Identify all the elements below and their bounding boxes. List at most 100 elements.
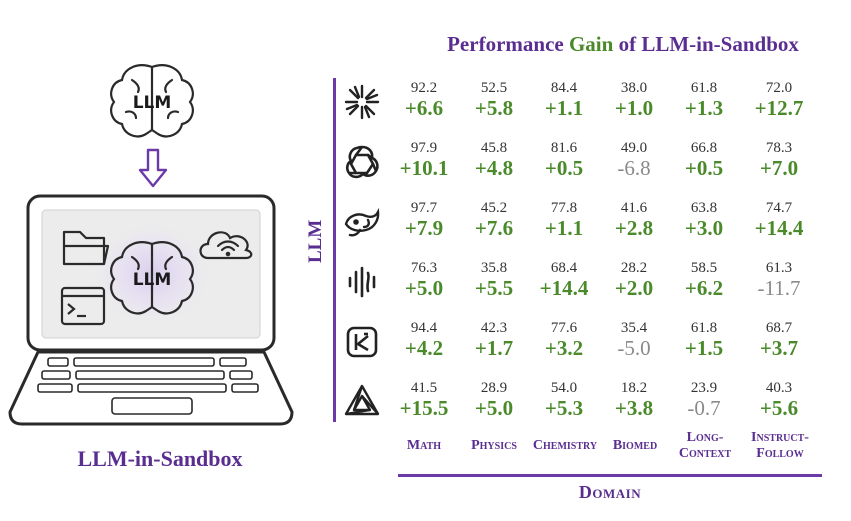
gain-value: +5.0: [404, 276, 444, 300]
base-score: 84.4: [550, 80, 578, 96]
gain-value: +0.5: [684, 156, 724, 180]
base-score: 66.8: [690, 140, 718, 156]
gain-value: +3.0: [684, 216, 724, 240]
table-cell: 61.8 +1.5: [670, 320, 738, 360]
base-score: 45.8: [480, 140, 508, 156]
domain-label: Biomed: [596, 438, 674, 454]
laptop-brain-label: LLM: [133, 270, 172, 290]
domain-label: Long- Context: [666, 430, 744, 462]
brain-label: LLM: [133, 93, 172, 113]
table-cell: 97.9 +10.1: [390, 140, 458, 180]
folder-icon: [62, 230, 110, 266]
gain-value: +1.7: [474, 336, 514, 360]
table-cell: 23.9 -0.7: [670, 380, 738, 420]
table-cell: 54.0 +5.3: [530, 380, 598, 420]
table-cell: 63.8 +3.0: [670, 200, 738, 240]
y-axis-label: LLM: [305, 219, 326, 263]
table-cell: 28.9 +5.0: [460, 380, 528, 420]
laptop-icon: [8, 194, 294, 426]
chart-title: Performance Gain of LLM-in-Sandbox: [395, 32, 851, 57]
table-cell: 58.5 +6.2: [670, 260, 738, 300]
base-score: 77.6: [550, 320, 578, 336]
gain-value: +5.3: [544, 396, 584, 420]
base-score: 41.6: [620, 200, 648, 216]
table-cell: 74.7 +14.4: [745, 200, 813, 240]
domain-label-line1: Instruct-: [751, 430, 809, 445]
gain-value: +1.1: [544, 96, 584, 120]
terminal-icon: [60, 286, 106, 326]
table-cell: 77.8 +1.1: [530, 200, 598, 240]
gain-value: +10.1: [399, 156, 449, 180]
gain-value: +2.8: [614, 216, 654, 240]
whale-logo-icon: [342, 202, 382, 242]
x-axis-line: [398, 474, 822, 477]
base-score: 61.3: [765, 260, 793, 276]
domain-label: Math: [385, 438, 463, 454]
laptop-brain-icon: [110, 241, 194, 315]
title-part2: Gain: [568, 32, 614, 56]
gain-value: +1.3: [684, 96, 724, 120]
base-score: 18.2: [620, 380, 648, 396]
base-score: 78.3: [765, 140, 793, 156]
table-cell: 72.0 +12.7: [745, 80, 813, 120]
gain-value: +3.8: [614, 396, 654, 420]
base-score: 42.3: [480, 320, 508, 336]
y-axis-line: [333, 78, 336, 422]
table-cell: 42.3 +1.7: [460, 320, 528, 360]
base-score: 74.7: [765, 200, 793, 216]
table-cell: 78.3 +7.0: [745, 140, 813, 180]
gain-value: +7.0: [759, 156, 799, 180]
gain-value: +5.6: [759, 396, 799, 420]
table-cell: 84.4 +1.1: [530, 80, 598, 120]
domain-label: Chemistry: [526, 438, 604, 454]
gain-value: +0.5: [544, 156, 584, 180]
base-score: 61.8: [690, 320, 718, 336]
base-score: 45.2: [480, 200, 508, 216]
table-cell: 49.0 -6.8: [600, 140, 668, 180]
title-part3: of LLM-in-Sandbox: [613, 32, 799, 56]
knot-logo-icon: [342, 142, 382, 182]
table-cell: 61.8 +1.3: [670, 80, 738, 120]
base-score: 38.0: [620, 80, 648, 96]
table-cell: 68.4 +14.4: [530, 260, 598, 300]
gain-value: +1.0: [614, 96, 654, 120]
domain-label-line1: Physics: [471, 438, 517, 453]
table-cell: 28.2 +2.0: [600, 260, 668, 300]
title-part1: Performance: [447, 32, 569, 56]
base-score: 49.0: [620, 140, 648, 156]
base-score: 40.3: [765, 380, 793, 396]
triangle-logo-icon: [342, 382, 382, 422]
gain-value: +4.2: [404, 336, 444, 360]
gain-value: +7.9: [404, 216, 444, 240]
table-cell: 35.4 -5.0: [600, 320, 668, 360]
soundwave-logo-icon: [342, 262, 382, 302]
base-score: 35.4: [620, 320, 648, 336]
base-score: 81.6: [550, 140, 578, 156]
base-score: 68.4: [550, 260, 578, 276]
table-cell: 45.2 +7.6: [460, 200, 528, 240]
gain-value: +5.8: [474, 96, 514, 120]
base-score: 72.0: [765, 80, 793, 96]
base-score: 54.0: [550, 380, 578, 396]
gain-value: +14.4: [754, 216, 804, 240]
domain-label-line1: Biomed: [612, 438, 658, 453]
base-score: 77.8: [550, 200, 578, 216]
table-cell: 18.2 +3.8: [600, 380, 668, 420]
illustration-caption: LLM-in-Sandbox: [77, 446, 243, 471]
table-cell: 94.4 +4.2: [390, 320, 458, 360]
gain-value: +5.0: [474, 396, 514, 420]
base-score: 52.5: [480, 80, 508, 96]
base-score: 41.5: [410, 380, 438, 396]
gain-value: +15.5: [399, 396, 449, 420]
gain-value: +2.0: [614, 276, 654, 300]
table-cell: 66.8 +0.5: [670, 140, 738, 180]
gain-value: +5.5: [474, 276, 514, 300]
table-cell: 52.5 +5.8: [460, 80, 528, 120]
base-score: 94.4: [410, 320, 438, 336]
domain-label-line2: Context: [678, 446, 732, 461]
table-cell: 45.8 +4.8: [460, 140, 528, 180]
base-score: 68.7: [765, 320, 793, 336]
base-score: 28.2: [620, 260, 648, 276]
table-cell: 41.5 +15.5: [390, 380, 458, 420]
brain-icon: [110, 64, 194, 138]
